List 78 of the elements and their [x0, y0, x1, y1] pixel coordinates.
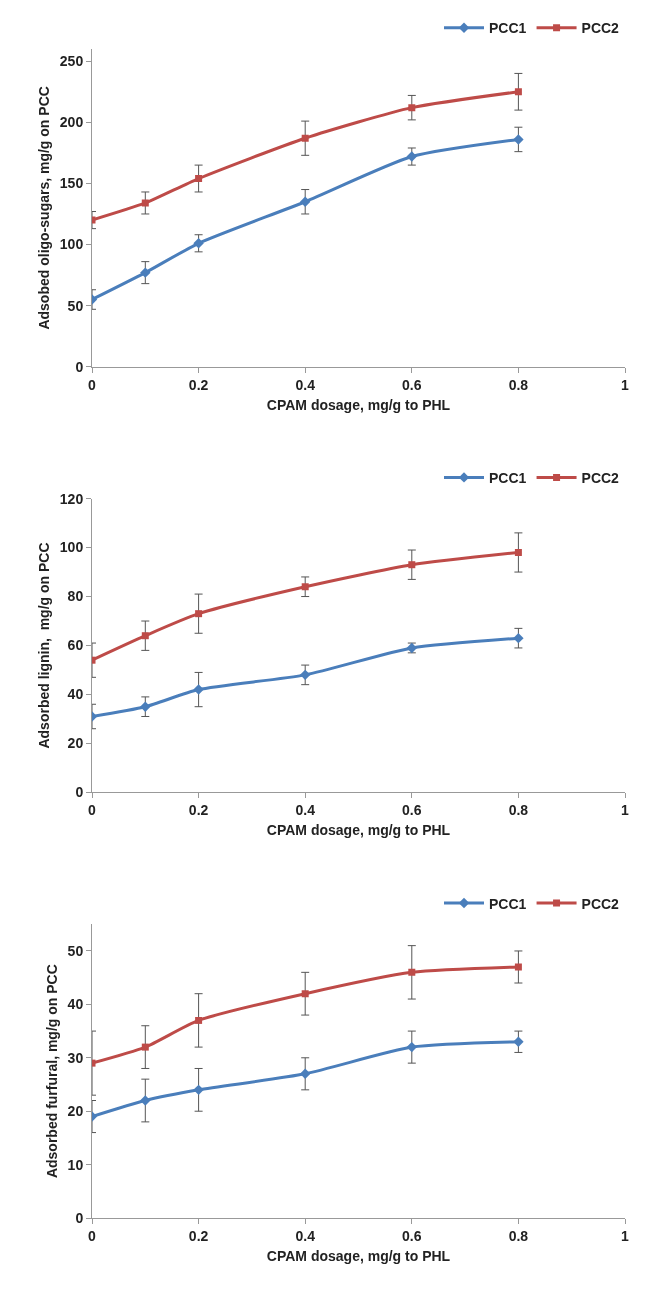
x-tick-label: 0.4: [295, 376, 316, 393]
point: [193, 684, 204, 695]
y-tick-label: 0: [75, 1209, 84, 1226]
x-tick-label: 0: [88, 376, 97, 393]
y-tick-label: 100: [59, 539, 84, 556]
point: [140, 701, 151, 712]
point: [406, 1041, 417, 1053]
point: [408, 968, 416, 976]
x-tick-label: 0.2: [188, 1227, 209, 1244]
y-tick-label: 30: [67, 1049, 84, 1066]
x-tick-label: 0.8: [508, 376, 529, 393]
x-tick-label: 0: [88, 1227, 97, 1244]
y-axis-title: Adsorbed furfural, mg/g on PCC: [44, 964, 61, 1179]
x-tick-label: 0.6: [402, 1227, 422, 1244]
legend-label: PCC2: [581, 469, 620, 486]
point: [140, 1095, 151, 1106]
point: [408, 561, 416, 569]
legend-label: PCC2: [581, 895, 620, 912]
y-tick-label: 200: [59, 114, 84, 131]
x-tick-label: 0.2: [188, 802, 209, 819]
y-tick-label: 40: [67, 686, 84, 703]
point: [408, 104, 416, 112]
legend-label: PCC1: [489, 469, 527, 486]
x-axis-title: CPAM dosage, mg/g to PHL: [266, 396, 451, 413]
x-tick-label: 0.8: [508, 802, 529, 819]
point: [513, 632, 524, 644]
y-axis-title: Adsorbed lignin, mg/g on PCC: [36, 542, 53, 749]
y-tick-label: 20: [67, 1103, 84, 1120]
y-tick-label: 120: [59, 490, 84, 507]
x-tick-label: 0.4: [295, 802, 316, 819]
point: [514, 963, 522, 971]
x-axis-title: CPAM dosage, mg/g to PHL: [266, 822, 451, 839]
point: [301, 990, 309, 998]
x-axis-title: CPAM dosage, mg/g to PHL: [266, 1248, 451, 1265]
legend-label: PCC1: [489, 20, 527, 37]
x-tick-label: 1: [621, 1227, 630, 1244]
y-tick-label: 250: [59, 53, 84, 70]
x-tick-label: 0.2: [188, 376, 209, 393]
legend-label: PCC1: [489, 895, 527, 912]
point: [193, 238, 204, 249]
y-tick-label: 100: [59, 236, 84, 253]
y-tick-label: 50: [67, 297, 84, 314]
y-axis-title: Adsobed oligo-sugars, mg/g on PCC: [36, 86, 53, 330]
point: [141, 1043, 149, 1051]
x-tick-label: 0.6: [402, 802, 422, 819]
x-tick-label: 0.8: [508, 1227, 529, 1244]
point: [513, 134, 524, 145]
point: [195, 1016, 203, 1024]
point: [141, 199, 149, 207]
x-tick-label: 1: [621, 376, 630, 393]
point: [300, 1068, 311, 1080]
point: [140, 267, 151, 278]
y-tick-label: 40: [67, 996, 84, 1013]
point: [406, 151, 417, 162]
point: [141, 632, 149, 640]
point: [513, 1036, 524, 1047]
point: [195, 175, 203, 183]
x-tick-label: 1: [621, 802, 630, 819]
x-tick-label: 0.4: [295, 1227, 316, 1244]
legend-label: PCC2: [581, 20, 620, 37]
point: [301, 134, 309, 142]
y-tick-label: 80: [67, 588, 84, 605]
x-tick-label: 0: [88, 802, 97, 819]
y-tick-label: 60: [67, 637, 84, 654]
x-tick-label: 0.6: [402, 376, 422, 393]
point: [514, 548, 522, 556]
y-tick-label: 0: [75, 784, 84, 801]
y-tick-label: 20: [67, 735, 84, 752]
point: [195, 610, 203, 618]
point: [300, 196, 311, 207]
y-tick-label: 0: [75, 358, 84, 375]
point: [301, 583, 309, 591]
point: [514, 88, 522, 96]
point: [193, 1084, 204, 1096]
y-tick-label: 10: [67, 1156, 84, 1173]
point: [300, 669, 311, 681]
y-tick-label: 150: [59, 175, 84, 192]
y-tick-label: 50: [67, 942, 84, 959]
